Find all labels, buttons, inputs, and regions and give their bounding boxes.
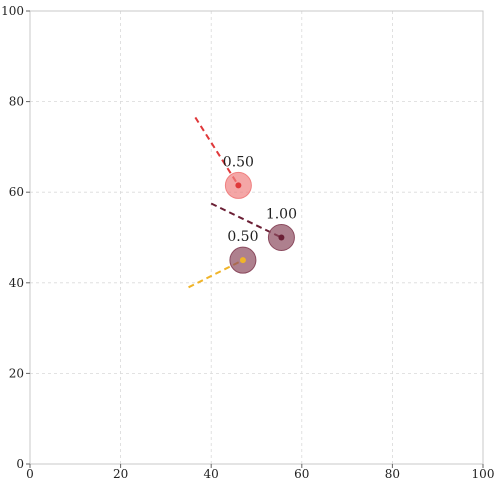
x-tick-label: 0 xyxy=(26,467,34,481)
data-label-2: 0.50 xyxy=(227,229,258,245)
x-tick-label: 60 xyxy=(294,467,309,481)
data-label-1: 1.00 xyxy=(266,207,297,223)
y-tick-label: 40 xyxy=(9,276,24,290)
x-tick-label: 80 xyxy=(385,467,400,481)
x-tick-label: 40 xyxy=(204,467,219,481)
plot-area xyxy=(30,11,483,464)
y-tick-label: 0 xyxy=(16,457,24,471)
y-tick-label: 60 xyxy=(9,185,24,199)
x-tick-label: 20 xyxy=(113,467,128,481)
data-point-center-2 xyxy=(239,257,246,264)
y-tick-label: 80 xyxy=(9,95,24,109)
data-label-0: 0.50 xyxy=(223,154,254,170)
plot-frame xyxy=(29,10,484,465)
x-tick-label: 100 xyxy=(472,467,495,481)
data-point-center-0 xyxy=(235,182,242,189)
trajectory-line-0 xyxy=(194,116,240,186)
y-tick-label: 20 xyxy=(9,366,24,380)
y-tick-label: 100 xyxy=(1,4,24,18)
data-point-center-1 xyxy=(278,234,285,241)
